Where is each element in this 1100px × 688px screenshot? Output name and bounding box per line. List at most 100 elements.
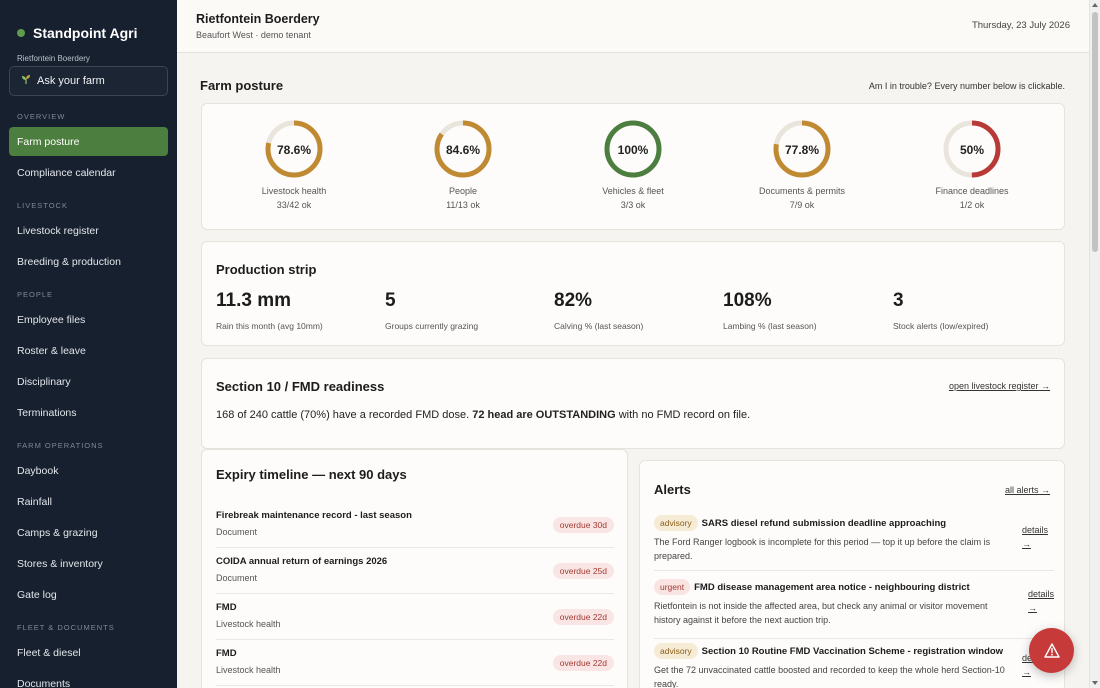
sidebar-item-rainfall[interactable]: Rainfall: [17, 495, 53, 508]
posture-metric-vehicles-fleet[interactable]: 100% Vehicles & fleet 3/3 ok: [563, 119, 703, 210]
sidebar-item-farm-posture[interactable]: Farm posture: [9, 127, 168, 156]
alerts-card: Alerts all alerts → advisory SARS diesel …: [639, 460, 1065, 688]
scroll-up-arrow-icon[interactable]: [1092, 3, 1098, 7]
scroll-thumb[interactable]: [1092, 12, 1098, 252]
stat-stock-alerts[interactable]: 3 Stock alerts (low/expired): [893, 290, 1063, 331]
alert-heading: FMD disease management area notice - nei…: [694, 582, 970, 593]
sidebar: Standpoint Agri Rietfontein Boerdery Ask…: [0, 0, 177, 688]
expiry-row[interactable]: FMD Livestock health overdue 22d: [216, 594, 614, 640]
alert-details-link[interactable]: details →: [1022, 523, 1054, 551]
sidebar-item-documents[interactable]: Documents: [17, 677, 71, 688]
stat-lambing[interactable]: 108% Lambing % (last season): [723, 290, 893, 331]
sidebar-item-stores-inventory[interactable]: Stores & inventory: [17, 557, 103, 570]
expiry-item-type: Livestock health: [216, 665, 281, 675]
stat-caption: Calving % (last season): [554, 321, 644, 331]
details-label: details: [1022, 525, 1049, 535]
alert-tag: advisory: [654, 643, 698, 659]
fmd-summary: 168 of 240 cattle (70%) have a recorded …: [216, 409, 750, 421]
page-title: Farm posture: [200, 78, 284, 93]
overdue-badge: overdue 22d: [552, 609, 614, 625]
overdue-badge: overdue 25d: [552, 563, 614, 579]
stat-value: 5: [385, 290, 396, 311]
metric-count: 33/42 ok: [276, 200, 312, 210]
all-alerts-link[interactable]: all alerts →: [1004, 485, 1050, 495]
metric-count: 11/13 ok: [446, 200, 480, 210]
posture-metric-documents-permits[interactable]: 77.8% Documents & permits 7/9 ok: [732, 119, 872, 210]
alert-item[interactable]: urgent FMD disease management area notice…: [654, 577, 1054, 639]
alert-item[interactable]: advisory SARS diesel refund submission de…: [654, 513, 1054, 571]
expiry-item-name: FMD: [216, 648, 237, 659]
metric-percentage: 50%: [959, 143, 985, 157]
sidebar-item-fleet-diesel[interactable]: Fleet & diesel: [17, 646, 81, 659]
details-arrow: →: [1022, 667, 1031, 677]
tenant-label: Rietfontein Boerdery: [17, 54, 90, 63]
stat-calving[interactable]: 82% Calving % (last season): [554, 290, 724, 331]
expiry-row[interactable]: FMD Livestock health overdue 22d: [216, 640, 614, 686]
metric-label: Livestock health: [261, 186, 327, 196]
metric-percentage: 77.8%: [784, 143, 820, 157]
overdue-badge: overdue 22d: [552, 655, 614, 671]
metric-percentage: 84.6%: [445, 143, 481, 157]
fmd-title: Section 10 / FMD readiness: [216, 379, 385, 394]
production-strip-card: Production strip 11.3 mm Rain this month…: [201, 241, 1065, 346]
alert-heading: Section 10 Routine FMD Vaccination Schem…: [701, 646, 1004, 657]
sidebar-item-daybook[interactable]: Daybook: [17, 464, 59, 477]
vehicles-fleet-donut: [604, 120, 662, 178]
metric-percentage: 78.6%: [276, 143, 312, 157]
details-arrow: →: [1028, 603, 1037, 613]
brand[interactable]: Standpoint Agri: [0, 0, 177, 44]
fmd-text-c: with no FMD record on file.: [615, 409, 751, 421]
warning-icon: [1043, 643, 1060, 658]
ask-your-farm-button[interactable]: Ask your farm: [9, 66, 168, 96]
expiry-item-name: Firebreak maintenance record - last seas…: [216, 510, 412, 521]
metric-percentage: 100%: [617, 143, 649, 157]
stat-value: 82%: [554, 290, 593, 311]
alert-item[interactable]: advisory Section 10 Routine FMD Vaccinati…: [654, 641, 1054, 688]
posture-metric-livestock-health[interactable]: 78.6% Livestock health 33/42 ok: [224, 119, 364, 210]
sidebar-item-terminations[interactable]: Terminations: [17, 406, 77, 419]
donut-arc: [773, 120, 831, 178]
sidebar-item-roster-leave[interactable]: Roster & leave: [17, 344, 86, 357]
stat-caption: Lambing % (last season): [723, 321, 817, 331]
alert-tag: urgent: [654, 579, 691, 595]
expiry-timeline-card: Expiry timeline — next 90 days Firebreak…: [201, 449, 628, 688]
posture-metric-people[interactable]: 84.6% People 11/13 ok: [393, 119, 533, 210]
expiry-item-name: COIDA annual return of earnings 2026: [216, 556, 388, 567]
livestock-health-donut: [265, 120, 323, 178]
metric-count: 7/9 ok: [789, 200, 815, 210]
sidebar-item-employee-files[interactable]: Employee files: [17, 313, 86, 326]
metric-label: People: [448, 186, 478, 196]
posture-metric-finance-deadlines[interactable]: 50% Finance deadlines 1/2 ok: [902, 119, 1042, 210]
sidebar-item-gate-log[interactable]: Gate log: [17, 588, 57, 601]
farm-location: Beaufort West · demo tenant: [196, 30, 311, 40]
alert-body: Rietfontein is not inside the affected a…: [654, 601, 988, 625]
expiry-item-type: Document: [216, 573, 258, 583]
vertical-scrollbar[interactable]: [1089, 0, 1100, 688]
expiry-row[interactable]: Firebreak maintenance record - last seas…: [216, 502, 614, 548]
brand-dot-icon: [17, 29, 25, 37]
sidebar-item-livestock-register[interactable]: Livestock register: [17, 224, 99, 237]
sidebar-item-breeding-production[interactable]: Breeding & production: [17, 255, 121, 268]
alert-tag: advisory: [654, 515, 698, 531]
metric-count: 1/2 ok: [959, 200, 985, 210]
ask-label: Ask your farm: [37, 75, 105, 87]
scroll-down-arrow-icon[interactable]: [1092, 681, 1098, 685]
stat-groups-grazing[interactable]: 5 Groups currently grazing: [385, 290, 555, 331]
farm-name: Rietfontein Boerdery: [196, 12, 320, 26]
metric-label: Vehicles & fleet: [602, 186, 664, 196]
sidebar-item-compliance-calendar[interactable]: Compliance calendar: [17, 166, 116, 179]
expiry-row[interactable]: COIDA annual return of earnings 2026 Doc…: [216, 548, 614, 594]
sidebar-item-camps-grazing[interactable]: Camps & grazing: [17, 526, 98, 539]
details-label: details: [1028, 589, 1055, 599]
open-livestock-register-link[interactable]: open livestock register →: [948, 381, 1050, 391]
expiry-item-name: FMD: [216, 602, 237, 613]
posture-card: 78.6% Livestock health 33/42 ok 84.6% Pe…: [201, 103, 1065, 230]
section-livestock: LIVESTOCK: [17, 201, 68, 210]
alert-details-link[interactable]: details →: [1028, 587, 1060, 615]
sidebar-item-disciplinary[interactable]: Disciplinary: [17, 375, 71, 388]
stat-rain[interactable]: 11.3 mm Rain this month (avg 10mm): [216, 290, 386, 331]
top-bar: Rietfontein Boerdery Beaufort West · dem…: [177, 0, 1089, 53]
stat-value: 11.3 mm: [216, 290, 291, 311]
brand-name: Standpoint Agri: [33, 25, 138, 41]
alert-fab-button[interactable]: [1029, 628, 1074, 673]
